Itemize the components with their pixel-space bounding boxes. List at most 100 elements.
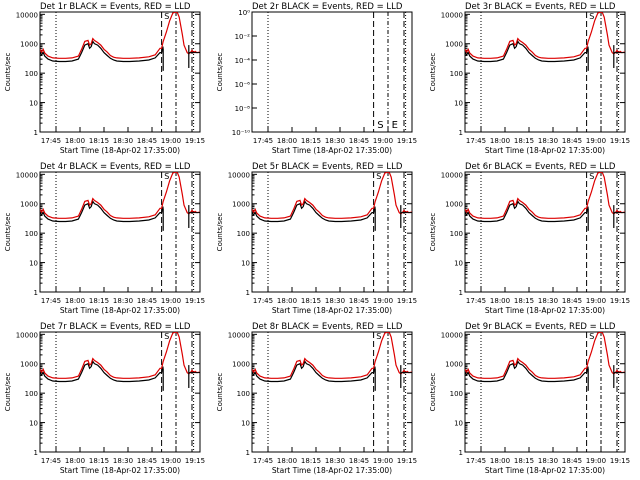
x-tick-label: 18:15 [301, 297, 321, 305]
y-tick-label: 1000 [445, 41, 463, 49]
x-tick-label: 19:15 [610, 297, 630, 305]
y-tick-label: 1000 [232, 201, 250, 209]
x-axis-label: Start Time (18-Apr-02 17:35:00) [272, 306, 392, 315]
x-tick-label: 19:15 [185, 457, 205, 465]
x-tick-label: 18:00 [277, 137, 297, 145]
y-tick-label: 1000 [20, 201, 38, 209]
plot-frame [39, 331, 201, 453]
y-tick-label: 10⁻² [235, 33, 251, 41]
panel-det-9: Det 9r BLACK = Events, RED = LLD 1 10 100 10… [429, 322, 630, 475]
x-tick-label: 18:30 [325, 297, 345, 305]
plot-frame [251, 171, 413, 293]
x-tick-label: 18:00 [490, 137, 510, 145]
y-tick-label: 10⁰ [238, 9, 250, 17]
x-axis-label: Start Time (18-Apr-02 17:35:00) [60, 466, 180, 475]
x-tick-label: 18:45 [562, 457, 582, 465]
y-axis-label: Counts/sec [4, 53, 12, 92]
panel-det-5: Det 5r BLACK = Events, RED = LLD 1 10 100 10… [216, 162, 417, 315]
start-marker-label: S [377, 120, 383, 131]
x-tick-label: 18:45 [137, 297, 157, 305]
start-marker-label: S [589, 332, 594, 341]
x-tick-label: 18:30 [113, 297, 133, 305]
events-series-line [40, 200, 164, 223]
y-tick-label: 1 [459, 129, 463, 137]
events-series-line [465, 200, 589, 223]
x-tick-label: 18:15 [89, 137, 109, 145]
x-tick-label: 19:00 [373, 137, 393, 145]
events-series-line [40, 40, 164, 63]
x-tick-label: 18:45 [137, 137, 157, 145]
lld-series-line [40, 332, 200, 379]
x-tick-label: 18:30 [113, 457, 133, 465]
x-tick-label: 18:45 [349, 137, 369, 145]
lld-series-line [40, 12, 200, 59]
x-tick-label: 18:15 [514, 297, 534, 305]
y-tick-label: 10⁻¹⁰ [232, 129, 250, 137]
panel-title: Det 4r BLACK = Events, RED = LLD [40, 162, 191, 172]
y-tick-label: 10000 [441, 11, 463, 19]
y-tick-label: 10 [454, 100, 463, 108]
y-tick-label: 1 [34, 289, 38, 297]
x-tick-label: 18:00 [65, 297, 85, 305]
x-tick-label: 17:45 [253, 457, 273, 465]
panel-title: Det 7r BLACK = Events, RED = LLD [40, 322, 191, 332]
x-tick-label: 19:15 [397, 137, 417, 145]
x-tick-label: 19:00 [161, 297, 181, 305]
panel-det-6: Det 6r BLACK = Events, RED = LLD 1 10 100 10… [429, 162, 630, 315]
y-tick-label: 100 [25, 70, 38, 78]
x-axis-label: Start Time (18-Apr-02 17:35:00) [485, 306, 605, 315]
panel-title: Det 3r BLACK = Events, RED = LLD [465, 2, 616, 12]
x-tick-label: 18:00 [65, 137, 85, 145]
y-tick-label: 10⁻⁴ [235, 57, 251, 65]
start-marker-label: S [164, 332, 169, 341]
y-tick-label: 10000 [441, 331, 463, 339]
x-tick-label: 19:00 [373, 297, 393, 305]
x-tick-label: 18:15 [514, 457, 534, 465]
y-tick-label: 1 [459, 289, 463, 297]
x-tick-label: 18:15 [89, 457, 109, 465]
panel-det-7: Det 7r BLACK = Events, RED = LLD 1 10 100 10… [4, 322, 205, 475]
lld-series-line [465, 12, 625, 59]
start-marker-label: S [376, 172, 381, 181]
end-marker-label: E [392, 120, 398, 131]
y-axis-label: Counts/sec [216, 53, 224, 92]
y-tick-label: 10 [29, 420, 38, 428]
y-tick-label: 100 [450, 70, 463, 78]
plot-frame [251, 331, 413, 453]
x-axis-label: Start Time (18-Apr-02 17:35:00) [60, 306, 180, 315]
x-tick-label: 18:30 [113, 137, 133, 145]
x-tick-label: 19:00 [586, 457, 606, 465]
x-tick-label: 18:45 [349, 457, 369, 465]
y-tick-label: 10 [241, 260, 250, 268]
plot-frame [464, 11, 626, 133]
events-series-line [465, 360, 589, 383]
x-tick-label: 18:30 [325, 457, 345, 465]
x-tick-label: 18:30 [325, 137, 345, 145]
x-tick-label: 18:45 [562, 137, 582, 145]
x-tick-label: 18:00 [277, 297, 297, 305]
y-tick-label: 1 [246, 449, 250, 457]
y-axis-label: Counts/sec [216, 373, 224, 412]
y-axis-label: Counts/sec [429, 213, 437, 252]
x-tick-label: 18:00 [277, 457, 297, 465]
panel-title: Det 2r BLACK = Events, RED = LLD [252, 2, 403, 12]
y-tick-label: 100 [450, 230, 463, 238]
panel-title: Det 6r BLACK = Events, RED = LLD [465, 162, 616, 172]
y-tick-label: 10 [29, 100, 38, 108]
y-axis-label: Counts/sec [429, 373, 437, 412]
x-tick-label: 19:00 [586, 297, 606, 305]
y-tick-label: 100 [237, 230, 250, 238]
y-tick-label: 10 [241, 420, 250, 428]
y-tick-label: 100 [25, 230, 38, 238]
x-tick-label: 19:00 [161, 457, 181, 465]
y-tick-label: 1 [34, 129, 38, 137]
lld-series-line [465, 172, 625, 219]
x-tick-label: 17:45 [41, 137, 61, 145]
lld-series-line [465, 332, 625, 379]
y-tick-label: 10 [29, 260, 38, 268]
panel-det-8: Det 8r BLACK = Events, RED = LLD 1 10 100 10… [216, 322, 417, 475]
x-axis-label: Start Time (18-Apr-02 17:35:00) [272, 146, 392, 155]
y-tick-label: 100 [25, 390, 38, 398]
start-marker-label: S [589, 12, 594, 21]
